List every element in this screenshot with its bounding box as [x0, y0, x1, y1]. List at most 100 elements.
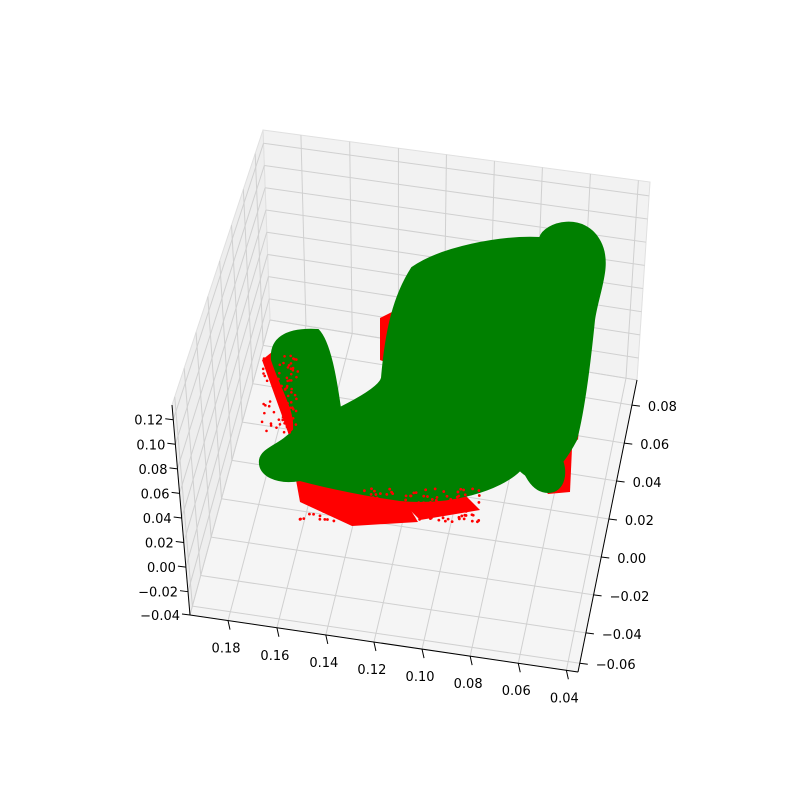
red-point	[455, 505, 459, 509]
x-tick-label: 0.14	[309, 656, 338, 671]
z-gridline-left	[183, 254, 269, 543]
red-point	[467, 505, 471, 509]
red-point	[289, 372, 293, 376]
y-gridline-wall	[174, 396, 193, 607]
red-point	[286, 366, 290, 369]
y-gridline-wall	[195, 332, 212, 538]
red-point	[459, 487, 463, 491]
x-tick	[276, 627, 280, 637]
red-point	[457, 515, 461, 519]
red-point	[429, 500, 432, 504]
z-gridline-left	[179, 209, 267, 494]
red-point	[291, 416, 295, 420]
x-tick	[565, 670, 569, 680]
red-point	[289, 401, 293, 404]
y-tick	[585, 632, 594, 635]
x-tick-label: 0.06	[502, 684, 531, 699]
x-axis-line	[189, 614, 579, 673]
y-gridline-wall	[254, 153, 264, 346]
red-point	[283, 404, 286, 407]
red-point	[305, 491, 309, 495]
red-point	[359, 509, 363, 513]
z-gridline-left	[181, 232, 268, 519]
red-point	[333, 491, 336, 494]
red-point	[273, 381, 277, 384]
red-point	[446, 517, 450, 521]
red-point	[347, 508, 351, 512]
z-tick-label: 0.04	[143, 512, 172, 527]
y-axis-line	[577, 379, 638, 673]
y-gridline-wall	[183, 368, 202, 576]
y-gridline-wall	[219, 260, 233, 461]
y-tick-label: 0.00	[617, 552, 646, 567]
x-gridline-wall	[625, 180, 639, 379]
red-point	[358, 504, 362, 508]
red-point	[409, 494, 413, 498]
z-tick	[175, 541, 184, 544]
red-point	[464, 510, 468, 513]
red-point	[441, 516, 445, 520]
red-point	[370, 500, 373, 504]
z-gridline-left	[185, 276, 269, 568]
x-tick	[469, 656, 473, 666]
red-point	[295, 397, 298, 401]
red-point	[294, 409, 298, 413]
red-point	[342, 502, 346, 505]
red-point	[362, 489, 366, 493]
red-point	[462, 509, 466, 513]
red-point	[287, 414, 291, 417]
red-point	[432, 503, 435, 507]
x-tick	[373, 641, 377, 652]
red-point	[477, 489, 481, 492]
y-tick-label: 0.06	[640, 438, 669, 453]
red-point	[475, 520, 479, 524]
red-point	[283, 421, 286, 425]
red-point	[436, 500, 440, 504]
red-point	[291, 406, 294, 409]
red-point	[291, 366, 295, 370]
red-point	[329, 489, 333, 493]
red-point	[293, 393, 297, 397]
red-point	[263, 374, 267, 378]
x-tick-label: 0.18	[212, 642, 241, 657]
red-point	[412, 491, 416, 495]
z-tick	[173, 516, 182, 519]
red-point	[289, 420, 292, 423]
red-point	[414, 506, 418, 510]
red-point	[424, 488, 428, 492]
x-tick	[325, 634, 329, 645]
red-point	[389, 510, 393, 513]
red-point	[412, 516, 416, 520]
red-point	[433, 487, 437, 491]
red-point	[463, 513, 467, 517]
red-point	[318, 517, 322, 521]
y-tick	[616, 480, 625, 483]
red-point	[470, 519, 474, 523]
point-cloud-layer	[258, 221, 606, 526]
red-point	[260, 420, 264, 424]
red-point	[369, 492, 373, 496]
red-point	[300, 495, 304, 498]
y-tick	[608, 518, 617, 521]
z-tick	[181, 613, 191, 616]
red-point	[456, 490, 460, 494]
x-gridline-floor	[565, 378, 627, 671]
z-gridline-back	[263, 142, 650, 197]
red-point	[322, 509, 325, 513]
red-point	[326, 518, 329, 521]
red-point	[269, 422, 273, 425]
red-point	[277, 418, 281, 421]
red-point	[380, 506, 384, 510]
red-point	[291, 368, 295, 372]
red-point	[308, 512, 311, 516]
red-point	[453, 508, 457, 511]
x-tick	[421, 648, 425, 659]
green-point-cluster	[258, 221, 606, 502]
red-point	[450, 520, 454, 524]
red-point	[443, 519, 447, 523]
red-point	[289, 362, 293, 365]
y-gridline-wall	[207, 296, 223, 499]
red-point	[458, 505, 462, 509]
red-point	[422, 494, 426, 498]
